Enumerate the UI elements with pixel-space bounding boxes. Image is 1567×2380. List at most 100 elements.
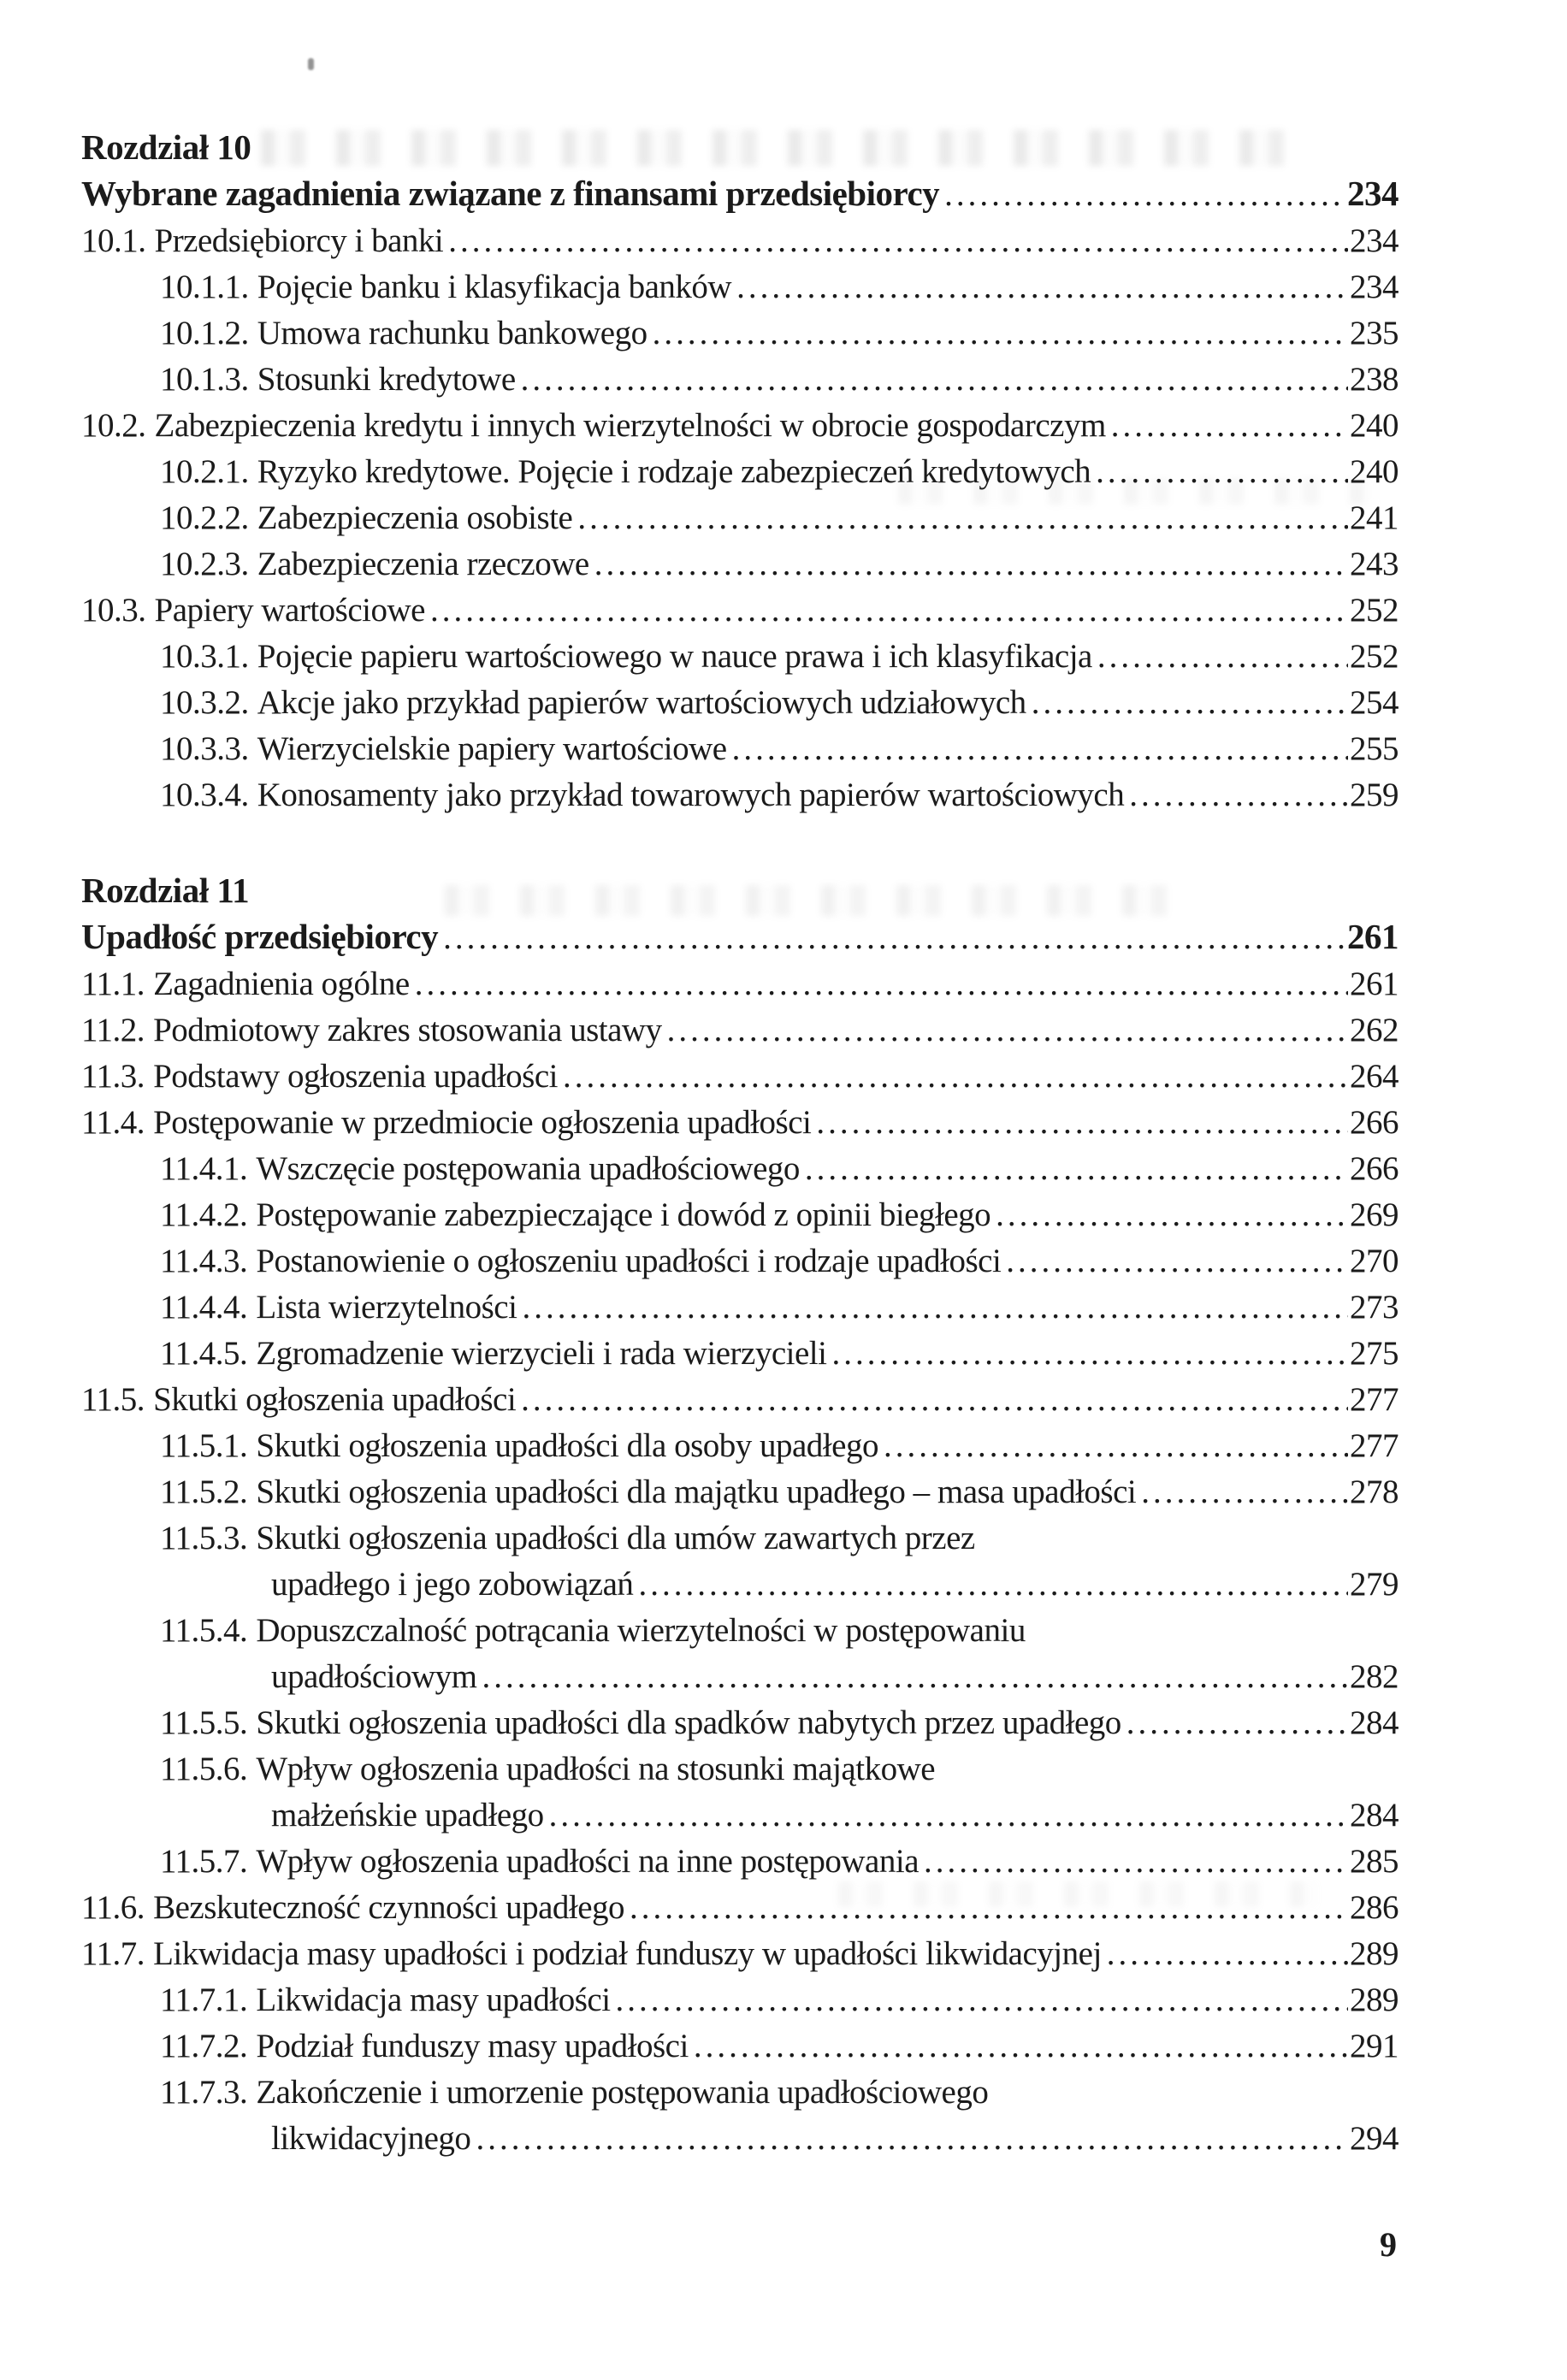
page-ref: 235 — [1350, 315, 1399, 351]
toc-entry-number: 11.5.3. — [160, 1520, 248, 1556]
toc-entry-title: Umowa rachunku bankowego — [257, 315, 647, 351]
toc-entry-title: Likwidacja masy upadłości i podział fund… — [153, 1935, 1102, 1972]
toc-entry-title: Podmiotowy zakres stosowania ustawy — [153, 1012, 662, 1048]
toc-entry-row: 11.3.Podstawy ogłoszenia upadłości 264 — [81, 1054, 1399, 1100]
dot-leader — [944, 172, 1345, 218]
toc-entry-number: 10.1.2. — [160, 315, 249, 351]
dot-leader — [1096, 449, 1348, 495]
toc-entry-row: 11.4.3. Postanowienie o ogłoszeniu upadło… — [81, 1238, 1399, 1284]
toc-entry-number: 11.5.2. — [160, 1473, 248, 1510]
toc-entry-row: 11.4.2. Postępowanie zabezpieczające i do… — [81, 1192, 1399, 1238]
toc-entry-number: 11.4.5. — [160, 1335, 248, 1372]
toc-entry-row: 10.3.1. Pojęcie papieru wartościowego w n… — [81, 634, 1399, 680]
dot-leader — [521, 1377, 1348, 1423]
toc-entry-number: 10.1.3. — [160, 361, 249, 398]
toc-entry-row: 11.7.1.Likwidacja masy upadłości 289 — [81, 1977, 1399, 2023]
toc-entry-row: 10.3.3. Wierzycielskie papiery wartościow… — [81, 726, 1399, 772]
toc-entry-row: 10.3.4. Konosamenty jako przykład towarow… — [81, 772, 1399, 818]
dot-leader — [1107, 1931, 1348, 1977]
page-ref: 289 — [1350, 1981, 1399, 2018]
page-ref: 285 — [1350, 1843, 1399, 1880]
toc-entry-row: 11.6.Bezskuteczność czynności upadłego 28… — [81, 1885, 1399, 1931]
toc-entry-number: 11.2. — [81, 1012, 145, 1048]
toc-entry-number: 11.4.3. — [160, 1243, 248, 1279]
dot-leader — [563, 1054, 1348, 1100]
toc-entry-title: Pojęcie banku i klasyfikacja banków — [257, 269, 732, 305]
toc-entry-row: 10.1.Przedsiębiorcy i banki 234 — [81, 218, 1399, 264]
toc-entry-number: 10.2.3. — [160, 546, 249, 582]
toc-entry-number: 11.5.7. — [160, 1843, 248, 1880]
toc-entry-row: 10.2.2.Zabezpieczenia osobiste 241 — [81, 495, 1399, 541]
toc-entry-number: 10.3.2. — [160, 684, 249, 721]
toc-entry-row: upadłościowym 282 — [81, 1654, 1399, 1700]
toc-entry-title: Papiery wartościowe — [154, 592, 426, 629]
toc-entry-number: 11.4. — [81, 1104, 145, 1141]
page-ref: 289 — [1350, 1935, 1399, 1972]
page-ref: 278 — [1350, 1473, 1399, 1510]
page-ref: 266 — [1350, 1150, 1399, 1187]
toc-entry-number: 11.4.1. — [160, 1150, 248, 1187]
page-ref: 282 — [1350, 1658, 1399, 1695]
dot-leader — [1126, 1700, 1348, 1746]
toc-entry-title: Stosunki kredytowe — [257, 361, 516, 398]
page-ref: 266 — [1350, 1104, 1399, 1141]
toc-entry-row: 10.3.Papiery wartościowe 252 — [81, 588, 1399, 634]
page-ref: 269 — [1350, 1196, 1399, 1233]
dot-leader — [667, 1007, 1348, 1054]
page-ref: 252 — [1350, 638, 1399, 675]
page-ref: 259 — [1350, 777, 1399, 813]
dot-leader — [736, 264, 1348, 310]
chapter-label: Rozdział 10 — [81, 127, 251, 167]
chapter-title: Upadłość przedsiębiorcy — [81, 917, 439, 956]
toc-entry-number: 10.2.1. — [160, 453, 249, 490]
scan-speck — [308, 58, 314, 70]
toc-entry-row: 11.4. Postępowanie w przedmiocie ogłoszen… — [81, 1100, 1399, 1146]
toc-entry-row: 11.5.7. Wpływ ogłoszenia upadłości na inn… — [81, 1839, 1399, 1885]
dot-leader — [831, 1331, 1348, 1377]
toc-entry-title: Wpływ ogłoszenia upadłości na stosunki m… — [256, 1751, 936, 1787]
toc-entry-row: 11.7. Likwidacja masy upadłości i podział… — [81, 1931, 1399, 1977]
dot-leader — [1097, 634, 1348, 680]
toc-entry-row: 10.1.3.Stosunki kredytowe 238 — [81, 357, 1399, 403]
toc-entry-number: 11.5.6. — [160, 1751, 248, 1787]
toc-entry-title: Postępowanie w przedmiocie ogłoszenia up… — [153, 1104, 812, 1141]
toc-entry-title: Likwidacja masy upadłości — [256, 1981, 611, 2018]
dot-leader — [1006, 1238, 1348, 1284]
toc-entry-number: 11.5.4. — [160, 1612, 248, 1649]
dot-leader — [638, 1562, 1348, 1608]
page-ref: 294 — [1350, 2120, 1399, 2157]
dot-leader — [594, 541, 1348, 588]
toc-entry-number: 11.7.2. — [160, 2028, 248, 2064]
toc-entry-title: Skutki ogłoszenia upadłości — [153, 1381, 517, 1418]
toc-entry-title: upadłego i jego zobowiązań — [271, 1566, 634, 1603]
page-ref: 240 — [1350, 453, 1399, 490]
dot-leader — [616, 1977, 1348, 2023]
toc-entry-number: 11.4.4. — [160, 1289, 248, 1326]
toc-entry-title: Lista wierzytelności — [256, 1289, 517, 1326]
page-ref: 238 — [1350, 361, 1399, 398]
toc-entry-row: 11.5.5. Skutki ogłoszenia upadłości dla s… — [81, 1700, 1399, 1746]
dot-leader — [653, 310, 1348, 357]
toc-entry-title: Zagadnienia ogólne — [153, 966, 410, 1002]
page-ref: 243 — [1350, 546, 1399, 582]
dot-leader — [996, 1192, 1348, 1238]
dot-leader — [430, 588, 1348, 634]
page-ref: 255 — [1350, 730, 1399, 767]
toc-entry-number: 10.3. — [81, 592, 146, 629]
toc-entry-row: 10.2. Zabezpieczenia kredytu i innych wie… — [81, 403, 1399, 449]
toc-entry-number: 11.7.3. — [160, 2074, 248, 2111]
toc-entry-row: 11.1.Zagadnienia ogólne 261 — [81, 961, 1399, 1007]
dot-leader — [630, 1885, 1348, 1931]
chapter-page-ref: 261 — [1347, 917, 1399, 956]
toc-entry-number: 10.2. — [81, 407, 146, 444]
toc-entry-number: 10.3.4. — [160, 777, 249, 813]
page-ref: 261 — [1350, 966, 1399, 1002]
toc-entry-title: Wierzycielskie papiery wartościowe — [257, 730, 727, 767]
page-ref: 279 — [1350, 1566, 1399, 1603]
toc-entry-number: 11.5. — [81, 1381, 145, 1418]
page-ref: 275 — [1350, 1335, 1399, 1372]
toc-entry-title: likwidacyjnego — [271, 2120, 471, 2157]
toc-entry-row: 11.5.6. Wpływ ogłoszenia upadłości na sto… — [81, 1746, 1398, 1792]
dot-leader — [924, 1839, 1348, 1885]
page-ref: 241 — [1350, 499, 1399, 536]
